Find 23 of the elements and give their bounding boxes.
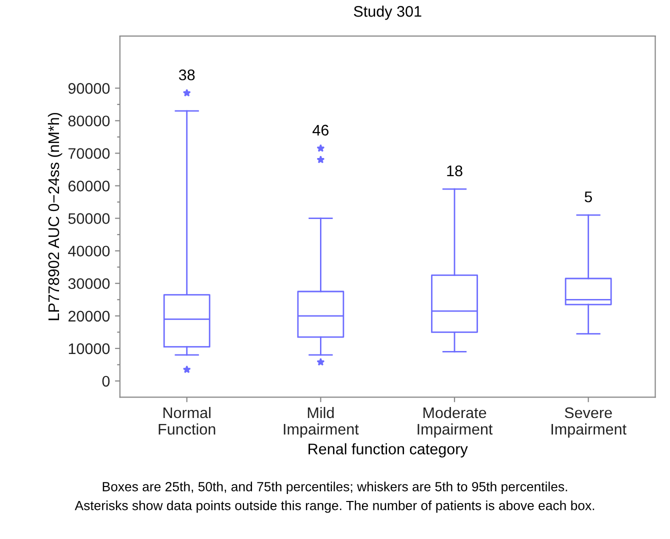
annotation: 38	[178, 69, 195, 80]
chart-title: Study 301	[354, 6, 422, 20]
annotation: 5	[584, 192, 592, 202]
x-tick-label: Normal Function	[158, 406, 216, 435]
y-tick-label: 70000	[68, 148, 110, 159]
text: Asterisks show data points outside this range. The number of patients is above each box.	[74, 500, 594, 513]
x-tick-label: Moderate Impairment	[418, 406, 493, 438]
annotation: 46	[312, 124, 329, 136]
y-tick-label: 0	[102, 376, 110, 387]
x-tick-label: Mild Impairment	[284, 406, 359, 438]
y-tick-label: 30000	[68, 278, 110, 290]
y-tick-label: 80000	[68, 116, 110, 126]
y-axis-title: LP778902 AUC 0−24ss (nM*h)	[48, 112, 62, 320]
y-tick-label: 10000	[68, 343, 110, 354]
y-tick-label: 20000	[68, 310, 110, 322]
y-tick-label: 60000	[68, 180, 110, 192]
x-axis-title: Renal function category	[308, 443, 468, 458]
annotation: 18	[447, 165, 462, 176]
text: Boxes are 25th, 50th, and 75th percentiles; whiskers are 5th to 95th percentiles.	[102, 482, 568, 494]
y-tick-label: 40000	[68, 246, 110, 257]
y-tick-label: 90000	[68, 83, 110, 94]
x-tick-label: Severe Impairment	[552, 407, 626, 438]
y-tick-label: 50000	[68, 213, 110, 224]
